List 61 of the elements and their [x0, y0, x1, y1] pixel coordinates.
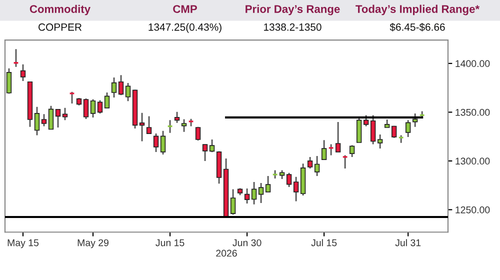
- text: Prior Day’s Range: [246, 4, 340, 16]
- x-tick-label: Jun 15: [156, 239, 184, 246]
- candlestick: [55, 108, 61, 128]
- candlestick: [377, 134, 383, 150]
- candlestick: [181, 118, 187, 133]
- candlestick: [335, 121, 341, 153]
- text: Today’s Implied Range*: [356, 4, 480, 16]
- candlestick: [20, 64, 26, 82]
- candlestick: [363, 114, 369, 127]
- candlestick: [286, 172, 292, 188]
- x-tick-label: Jun 30: [232, 239, 262, 246]
- y-tick-label: 1300.00: [456, 158, 490, 165]
- x-tick-label: Jul 31: [395, 239, 421, 246]
- candlestick: [83, 98, 89, 120]
- candlestick: [48, 105, 54, 130]
- text: Commodity: [30, 4, 90, 16]
- candlestick: [104, 92, 110, 109]
- candlestick: [391, 125, 397, 139]
- candlestick: [314, 155, 320, 177]
- candlestick: [244, 188, 250, 204]
- text: CMP: [173, 5, 197, 13]
- candlestick: [209, 138, 215, 153]
- candlestick: [230, 188, 236, 216]
- candlestick: [62, 107, 68, 121]
- candlestick: [349, 144, 355, 158]
- text: 1338.2-1350: [264, 23, 322, 31]
- x-axis-title: 2026: [216, 250, 237, 257]
- candlestick: [307, 156, 313, 170]
- candlestick: [90, 98, 96, 118]
- candlestick: [118, 74, 124, 96]
- text: 1347.25(0.43%): [148, 23, 222, 33]
- candlestick: [153, 132, 159, 153]
- candlestick: [6, 68, 12, 94]
- y-tick-label: 1350.00: [456, 108, 490, 116]
- candlestick: [195, 126, 201, 142]
- x-tick-label: Jul 15: [311, 239, 337, 246]
- x-tick-label: May 15: [8, 239, 39, 248]
- candlestick: [265, 175, 271, 193]
- y-tick-label: 1400.00: [456, 60, 490, 68]
- candlestick: [139, 112, 145, 142]
- candlestick: [370, 114, 376, 145]
- candlestick: [97, 100, 103, 114]
- candlestick: [251, 181, 257, 206]
- text: COPPER: [38, 23, 82, 31]
- candlestick: [174, 111, 180, 124]
- x-tick-label: May 29: [78, 239, 108, 248]
- candlestick: [202, 144, 208, 162]
- candlestick: [125, 82, 131, 102]
- candlestick: [412, 112, 418, 128]
- candlestick: [356, 116, 362, 144]
- candlestick: [41, 113, 47, 127]
- candlestick: [111, 76, 117, 98]
- candlestick: [321, 139, 327, 160]
- candlestick: [34, 106, 40, 136]
- candlestick: [258, 182, 264, 204]
- candlestick: [160, 130, 166, 156]
- y-tick-label: 1250.00: [456, 206, 490, 214]
- text: $6.45-$6.66: [390, 22, 445, 32]
- candlestick: [293, 176, 299, 202]
- candlestick: [406, 119, 411, 138]
- candlestick: [146, 115, 152, 134]
